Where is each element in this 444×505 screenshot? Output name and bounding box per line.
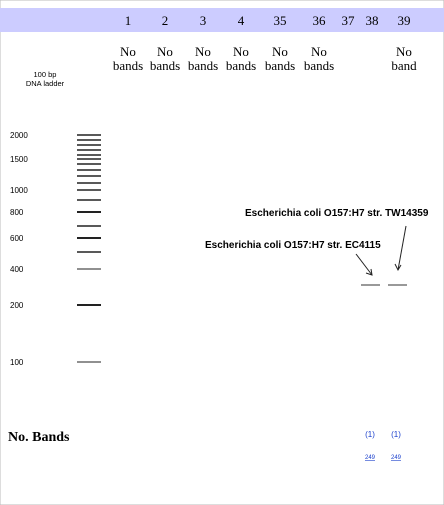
ladder-size: 2000 — [10, 131, 28, 140]
lane-number: 39 — [398, 13, 411, 28]
lane-number: 4 — [238, 13, 245, 28]
lane-note: No — [120, 44, 136, 59]
lane-note: No — [396, 44, 412, 59]
lane-note: No — [233, 44, 249, 59]
gel-diagram: 12343536373839NobandsNobandsNobandsNoban… — [0, 0, 444, 505]
lane-note: bands — [304, 58, 334, 73]
ladder-size: 800 — [10, 208, 24, 217]
ladder-size: 100 — [10, 358, 24, 367]
lane-note: bands — [265, 58, 295, 73]
annotation: Escherichia coli O157:H7 str. EC4115 — [205, 240, 381, 251]
lane-number: 2 — [162, 13, 169, 28]
lane-note: band — [391, 58, 417, 73]
ladder-label: DNA ladder — [26, 79, 65, 88]
lane-note: bands — [188, 58, 218, 73]
lane-number: 35 — [274, 13, 287, 28]
annotation: Escherichia coli O157:H7 str. TW14359 — [245, 208, 429, 219]
ladder-size: 1000 — [10, 186, 28, 195]
lane-number: 38 — [366, 13, 379, 28]
lane-note: No — [157, 44, 173, 59]
ladder-size: 600 — [10, 234, 24, 243]
lane-number: 37 — [342, 13, 356, 28]
lane-note: bands — [226, 58, 256, 73]
band-size[interactable]: 249 — [391, 455, 402, 461]
lane-number: 3 — [200, 13, 207, 28]
band-count[interactable]: (1) — [391, 430, 401, 439]
lane-note: bands — [113, 58, 143, 73]
lane-number: 36 — [313, 13, 327, 28]
lane-note: No — [311, 44, 327, 59]
lane-note: No — [195, 44, 211, 59]
footer-label: No. Bands — [8, 430, 70, 445]
ladder-size: 1500 — [10, 155, 28, 164]
ladder-size: 200 — [10, 301, 24, 310]
band-count[interactable]: (1) — [365, 430, 375, 439]
ladder-size: 400 — [10, 265, 24, 274]
lane-note: No — [272, 44, 288, 59]
band-size[interactable]: 249 — [365, 455, 376, 461]
lane-note: bands — [150, 58, 180, 73]
ladder-label: 100 bp — [34, 70, 57, 79]
lane-number: 1 — [125, 13, 132, 28]
